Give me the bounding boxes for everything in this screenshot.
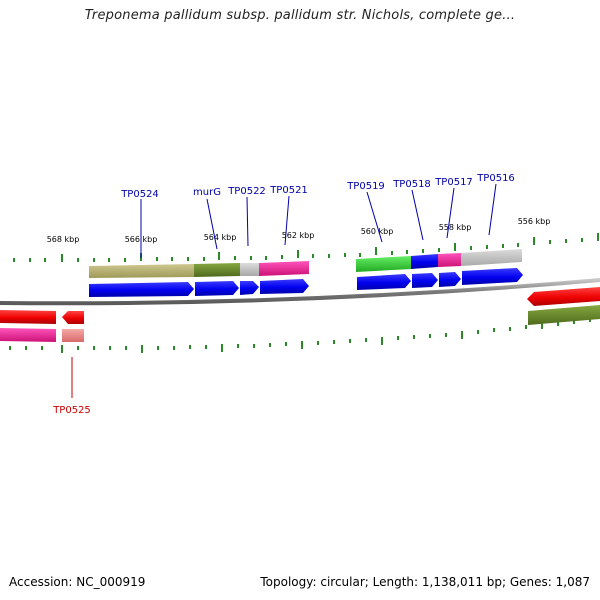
gene-label-tp0517: TP0517 bbox=[434, 177, 473, 188]
gene-label-tp0516: TP0516 bbox=[476, 173, 515, 184]
accession-text: Accession: NC_000919 bbox=[9, 575, 146, 589]
feature-track-upper-right[interactable] bbox=[356, 249, 522, 272]
cds-forward-left[interactable] bbox=[89, 279, 309, 297]
scale-label-562: 562 kbp bbox=[282, 231, 315, 240]
gene-labels-top[interactable]: TP0524 murG TP0522 TP0521 TP0519 TP0518 … bbox=[120, 173, 515, 200]
gene-label-tp0519: TP0519 bbox=[346, 181, 385, 192]
feature-blue-block bbox=[411, 254, 438, 269]
cds-arrow-tp0521 bbox=[260, 279, 309, 294]
feature-olive bbox=[194, 263, 240, 277]
gene-label-tp0524: TP0524 bbox=[120, 189, 159, 200]
gene-label-tp0518: TP0518 bbox=[392, 179, 431, 190]
label-leaders-top bbox=[140, 183, 497, 258]
feature-khaki bbox=[89, 264, 194, 278]
feature-magenta bbox=[259, 261, 309, 276]
cds-reverse-left bbox=[0, 310, 56, 324]
feature-track-upper-left[interactable] bbox=[89, 261, 309, 278]
genome-summary-text: Topology: circular; Length: 1,138,011 bp… bbox=[260, 575, 590, 589]
scale-label-558: 558 kbp bbox=[439, 223, 472, 232]
genome-backbone bbox=[0, 278, 600, 306]
cds-arrow-tp0516 bbox=[462, 268, 523, 285]
scale-label-568: 568 kbp bbox=[47, 235, 80, 244]
scale-label-560: 560 kbp bbox=[361, 227, 394, 236]
feature-grey bbox=[240, 263, 259, 276]
feature-magenta-rev bbox=[0, 328, 56, 342]
feature-olive-rev bbox=[528, 305, 600, 325]
feature-salmon-rev bbox=[62, 329, 84, 342]
gene-label-tp0521: TP0521 bbox=[269, 185, 308, 196]
feature-grey-2 bbox=[461, 249, 522, 266]
cds-arrow-tp0519 bbox=[357, 274, 411, 290]
reverse-features-left[interactable] bbox=[0, 310, 84, 342]
cds-reverse-right bbox=[527, 287, 600, 306]
scale-labels: 568 kbp 566 kbp 564 kbp 562 kbp 560 kbp … bbox=[47, 217, 551, 244]
cds-forward-right[interactable] bbox=[357, 268, 523, 290]
map-title: Treponema pallidum subsp. pallidum str. … bbox=[84, 8, 516, 23]
gene-label-murg: murG bbox=[193, 187, 221, 198]
feature-magenta-2 bbox=[438, 253, 461, 267]
feature-green bbox=[356, 256, 411, 272]
cds-arrow-tp0517 bbox=[439, 272, 461, 287]
scale-ruler-bottom bbox=[9, 318, 591, 353]
cds-arrow-tp0518 bbox=[412, 273, 438, 288]
cds-arrow-tp0524 bbox=[89, 282, 194, 297]
cds-arrow-tp0522 bbox=[240, 281, 259, 295]
scale-label-556: 556 kbp bbox=[518, 217, 551, 226]
gene-label-tp0525[interactable]: TP0525 bbox=[52, 405, 91, 416]
reverse-features-right[interactable] bbox=[527, 287, 600, 325]
scale-label-564: 564 kbp bbox=[204, 233, 237, 242]
cds-arrow-tp0525 bbox=[62, 311, 84, 324]
gene-label-tp0522: TP0522 bbox=[227, 186, 266, 197]
cds-arrow-murg bbox=[195, 281, 239, 296]
